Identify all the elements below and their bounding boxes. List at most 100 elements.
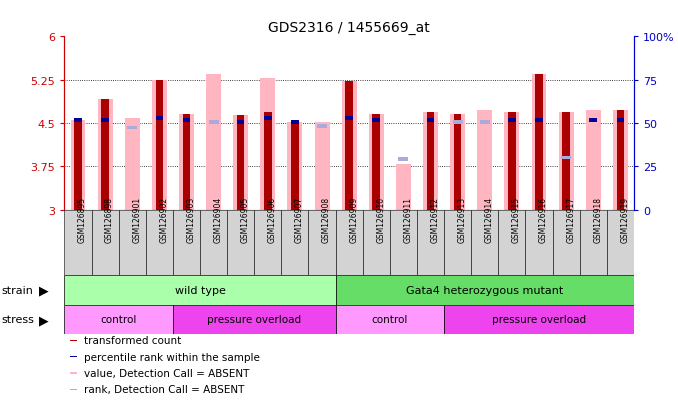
Bar [70,373,77,374]
Text: control: control [372,315,408,325]
Text: pressure overload: pressure overload [492,315,586,325]
Bar [454,115,462,210]
Bar [525,210,553,275]
Bar [315,122,330,210]
Text: GSM126910: GSM126910 [376,197,385,243]
Bar [498,210,525,275]
Bar [423,113,438,210]
Text: wild type: wild type [174,285,226,295]
Text: GSM126918: GSM126918 [593,197,602,243]
Bar [155,81,163,210]
Bar [562,113,570,210]
Bar [345,82,353,210]
Bar [119,210,146,275]
Bar [264,113,272,210]
Bar [363,210,390,275]
Bar [146,210,173,275]
Bar [206,75,221,210]
Text: pressure overload: pressure overload [207,315,301,325]
Bar [125,119,140,210]
Bar [98,100,113,210]
Bar [291,123,299,210]
Bar [504,113,519,210]
Bar [179,115,194,210]
Bar [308,210,336,275]
Text: rank, Detection Call = ABSENT: rank, Detection Call = ABSENT [84,385,245,394]
Text: GDS2316 / 1455669_at: GDS2316 / 1455669_at [268,21,430,35]
Bar [74,119,82,123]
Text: GSM126912: GSM126912 [431,197,439,243]
Bar [254,210,281,275]
Text: GSM126901: GSM126901 [132,197,141,243]
Text: stress: stress [1,315,34,325]
Bar [101,100,109,210]
Bar [70,340,77,341]
Bar [453,121,462,124]
Text: GSM126919: GSM126919 [620,197,629,243]
Text: GSM126902: GSM126902 [159,197,168,243]
Text: GSM126907: GSM126907 [295,197,304,243]
Bar [336,210,363,275]
Bar [616,119,624,123]
Bar [317,125,327,128]
Bar [444,305,634,335]
Text: GSM126898: GSM126898 [105,197,114,243]
Bar [64,275,336,305]
Bar [182,119,191,123]
Text: transformed count: transformed count [84,335,182,345]
Bar [369,115,384,210]
Bar [237,116,245,210]
Text: GSM126913: GSM126913 [458,197,466,243]
Bar [444,210,471,275]
Bar [182,115,191,210]
Bar [396,165,411,210]
Bar [613,111,628,210]
Text: ▶: ▶ [39,313,49,326]
Text: GSM126908: GSM126908 [322,197,331,243]
Text: value, Detection Call = ABSENT: value, Detection Call = ABSENT [84,368,250,378]
Bar [399,157,408,161]
Bar [152,81,167,210]
Bar [417,210,444,275]
Bar [480,121,490,124]
Bar [426,113,435,210]
Text: GSM126903: GSM126903 [186,197,195,243]
Bar [559,113,574,210]
Text: GSM126895: GSM126895 [78,197,87,243]
Bar [336,305,444,335]
Bar [426,119,435,123]
Bar [372,119,380,123]
Bar [64,305,173,335]
Bar [233,116,248,210]
Bar [92,210,119,275]
Bar [508,113,516,210]
Bar [291,121,299,124]
Bar [336,275,634,305]
Text: GSM126909: GSM126909 [349,197,358,243]
Bar [64,210,92,275]
Text: GSM126916: GSM126916 [539,197,548,243]
Bar [508,119,516,123]
Bar [209,121,218,124]
Text: GSM126904: GSM126904 [214,197,222,243]
Bar [70,389,77,390]
Bar [264,117,272,121]
Bar [553,210,580,275]
Bar [173,305,336,335]
Text: GSM126906: GSM126906 [268,197,277,243]
Bar [70,356,77,358]
Bar [589,119,597,123]
Bar [532,75,546,210]
Bar [450,115,465,210]
Bar [71,121,85,210]
Bar [345,117,353,121]
Bar [237,121,245,124]
Bar [101,119,109,123]
Bar [127,126,137,130]
Text: percentile rank within the sample: percentile rank within the sample [84,352,260,362]
Bar [372,115,380,210]
Bar [287,123,302,210]
Bar [260,78,275,210]
Text: ▶: ▶ [39,283,49,297]
Bar [561,156,571,160]
